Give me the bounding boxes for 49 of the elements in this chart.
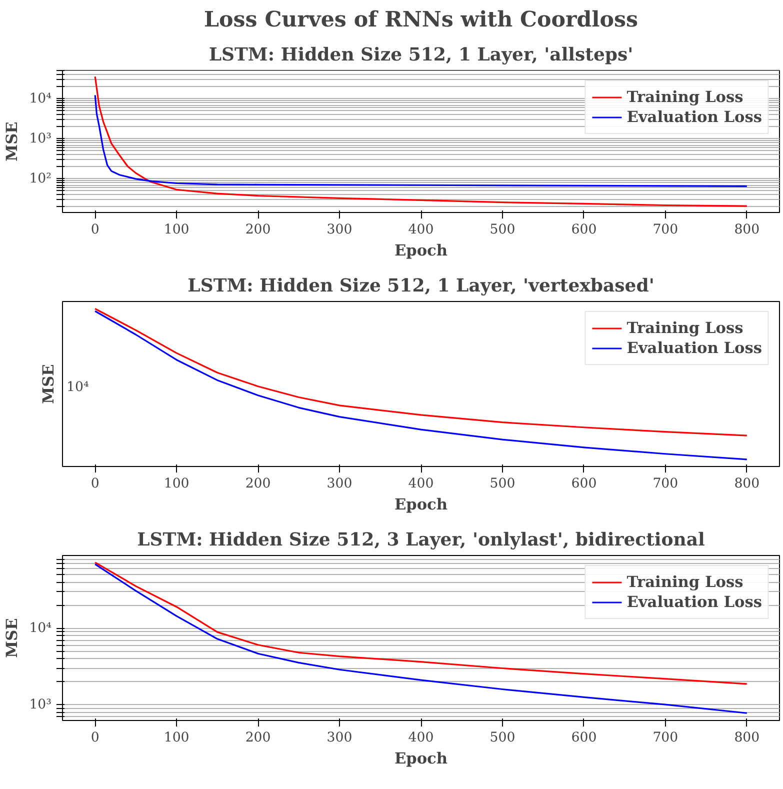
x-tick-label: 500 (490, 730, 516, 746)
x-axis-title: Epoch (394, 496, 448, 514)
x-tick-label: 300 (326, 222, 352, 238)
annotation: 10⁴ (66, 380, 89, 395)
y-axis-title: MSE (3, 618, 22, 658)
x-tick-label: 700 (652, 476, 678, 492)
legend-label: Evaluation Loss (626, 593, 762, 611)
x-tick-label: 600 (571, 222, 597, 238)
x-tick-label: 400 (408, 222, 434, 238)
x-tick-label: 100 (164, 222, 190, 238)
x-tick-label: 300 (326, 730, 352, 746)
legend-label: Training Loss (626, 319, 744, 337)
x-tick-label: 200 (245, 730, 271, 746)
legend-label: Evaluation Loss (626, 339, 762, 357)
chart-subtitle: LSTM: Hidden Size 512, 3 Layer, 'onlylast', bidirectional (137, 530, 706, 550)
x-tick-label: 700 (652, 730, 678, 746)
y-axis-title: MSE (3, 122, 22, 162)
x-tick-label: 200 (245, 476, 271, 492)
y-tick-label: 10⁴ (29, 620, 52, 636)
x-tick-label: 0 (90, 730, 100, 746)
x-tick-label: 600 (571, 730, 597, 746)
chart-subtitle: LSTM: Hidden Size 512, 1 Layer, 'allsteps' (208, 44, 634, 66)
x-tick-label: 300 (326, 476, 352, 492)
x-tick-label: 500 (490, 476, 516, 492)
legend-label: Training Loss (626, 573, 744, 591)
y-tick-label: 10⁴ (29, 91, 52, 106)
x-axis-title: Epoch (394, 750, 448, 768)
y-tick-label: 10³ (29, 131, 52, 146)
y-axis-title: MSE (40, 364, 58, 404)
x-tick-label: 100 (164, 476, 190, 492)
x-tick-label: 800 (734, 476, 760, 492)
chart-subtitle: LSTM: Hidden Size 512, 1 Layer, 'vertexbased' (188, 276, 654, 296)
x-tick-label: 600 (571, 476, 597, 492)
legend-label: Evaluation Loss (626, 108, 762, 126)
chart-title: Loss Curves of RNNs with Coordloss (204, 8, 638, 32)
x-tick-label: 100 (164, 730, 190, 746)
x-axis-title: Epoch (394, 242, 448, 260)
x-tick-label: 800 (734, 222, 760, 238)
x-tick-label: 800 (734, 730, 760, 746)
x-tick-label: 700 (652, 222, 678, 238)
x-tick-label: 0 (90, 222, 100, 238)
x-tick-label: 400 (408, 476, 434, 492)
x-tick-label: 200 (245, 222, 271, 238)
legend-label: Training Loss (626, 88, 744, 106)
x-tick-label: 500 (490, 222, 516, 238)
x-tick-label: 400 (408, 730, 434, 746)
x-tick-label: 0 (90, 476, 100, 492)
y-tick-label: 10³ (29, 697, 52, 712)
y-tick-label: 10² (29, 171, 52, 186)
